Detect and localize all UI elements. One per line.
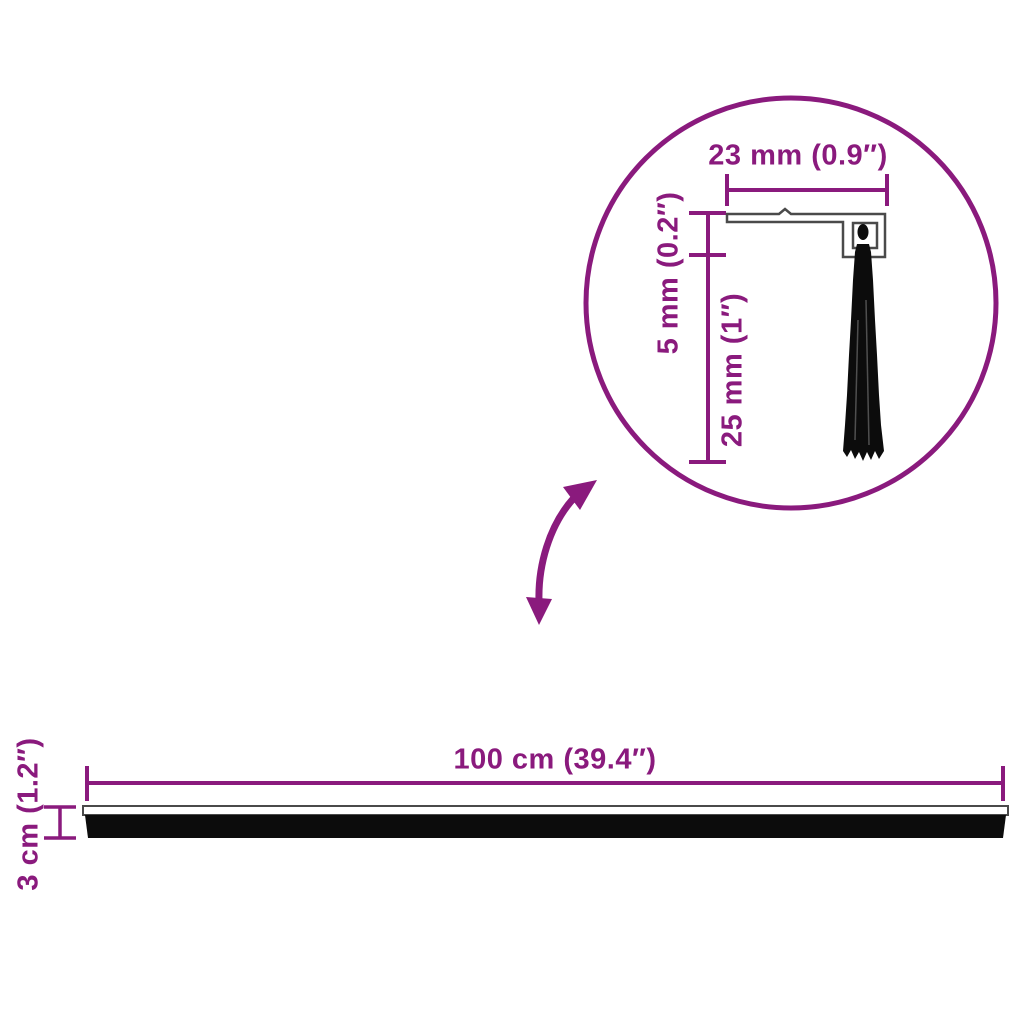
- detail-profile-height-dimension-label: 5 mm (0.2″): [652, 191, 685, 355]
- detail-height-dimension-line: [689, 211, 726, 464]
- strip-rail: [82, 805, 1009, 816]
- strip-brush: [85, 815, 1006, 838]
- brush-tuft: [843, 224, 884, 461]
- length-dimension-line: [85, 766, 1005, 801]
- profile-cross-section: [725, 207, 887, 259]
- detail-brush-length-dimension-label: 25 mm (1″): [716, 292, 749, 448]
- strip-height-dimension-label: 3 cm (1.2″): [12, 737, 45, 891]
- strip-length-dimension-label: 100 cm (39.4″): [453, 743, 657, 776]
- detail-width-dimension-line: [725, 174, 889, 206]
- curved-arrow-icon: [526, 480, 597, 625]
- detail-zoom-circle-icon: [583, 95, 999, 511]
- height-dimension-line: [44, 805, 76, 840]
- detail-width-dimension-label: 23 mm (0.9″): [708, 139, 888, 172]
